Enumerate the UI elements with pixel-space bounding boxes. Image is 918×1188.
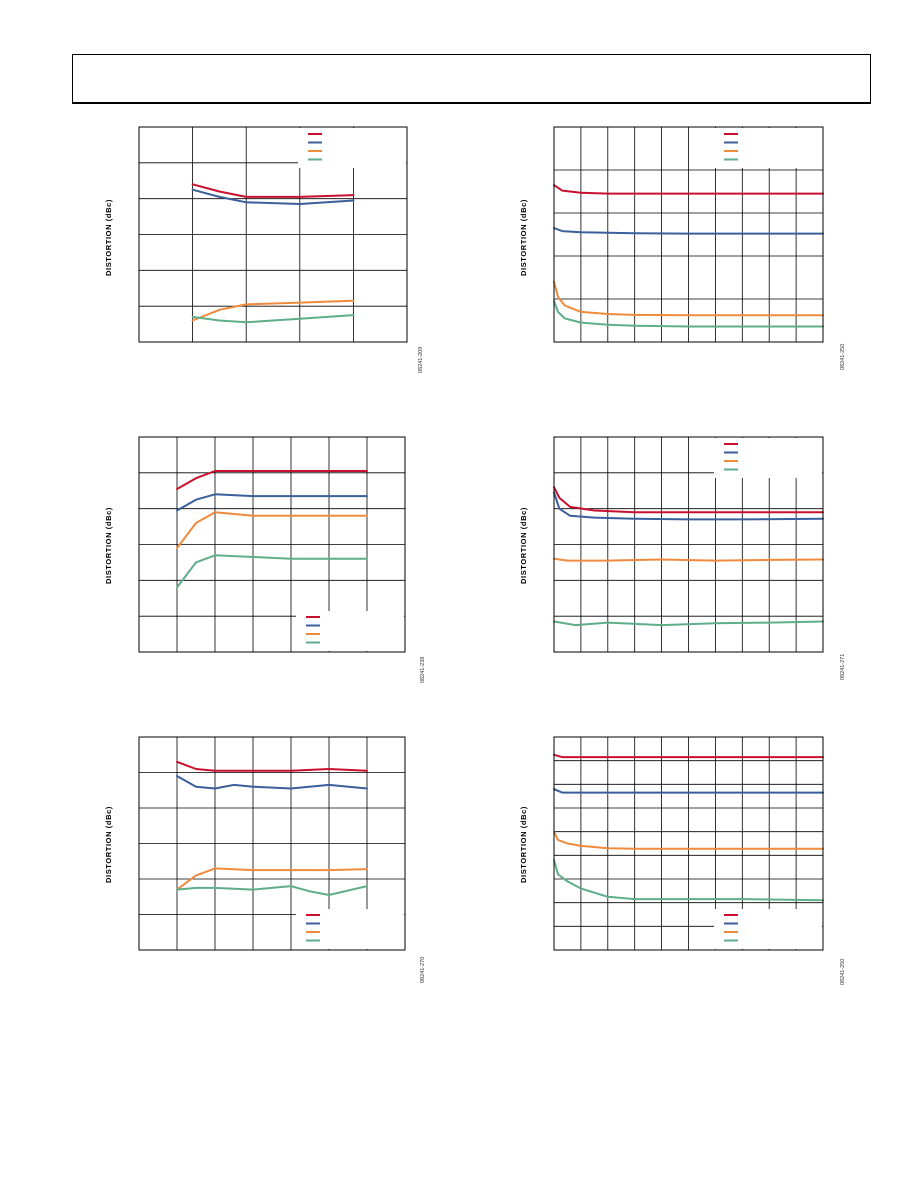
y-axis-label: DISTORTION (dBc) (104, 806, 113, 883)
y-axis-label: DISTORTION (dBc) (104, 199, 113, 276)
chart-plot (138, 436, 406, 653)
series-line (176, 470, 368, 490)
series-line (553, 788, 824, 794)
series-line (191, 183, 355, 198)
series-line (191, 188, 355, 205)
chart-panel (553, 436, 824, 653)
series-line (176, 775, 368, 790)
series-line (176, 493, 368, 512)
chart-panel (553, 126, 824, 343)
figure-number: 08241-270 (420, 956, 426, 983)
plot-frame (138, 126, 408, 343)
series-line (553, 227, 824, 235)
series-line (553, 830, 824, 850)
y-axis-label: DISTORTION (dBc) (519, 507, 528, 584)
plot-frame (138, 736, 406, 951)
y-axis-label: DISTORTION (dBc) (104, 507, 113, 584)
series-line (176, 511, 368, 550)
chart-plot (553, 436, 824, 653)
series-line (553, 491, 824, 521)
chart-panel (138, 436, 406, 653)
chart-plot (138, 736, 406, 951)
series-line (176, 760, 368, 772)
series-line (553, 753, 824, 759)
plot-frame (553, 736, 824, 951)
series-line (553, 620, 824, 627)
series-line (553, 280, 824, 317)
y-axis-label: DISTORTION (dBc) (519, 199, 528, 276)
y-axis-label: DISTORTION (dBc) (519, 806, 528, 883)
figure-number: 08241-271 (840, 653, 846, 680)
plot-frame (553, 126, 824, 343)
chart-panel (553, 736, 824, 951)
series-line (176, 554, 368, 589)
chart-plot (138, 126, 408, 343)
chart-plot (553, 126, 824, 343)
figure-number: 08241-250 (840, 958, 846, 985)
figure-number: 08241-209 (418, 346, 424, 373)
chart-panel (138, 126, 408, 343)
series-line (553, 300, 824, 328)
series-line (191, 314, 355, 324)
series-line (553, 184, 824, 195)
chart-plot (553, 736, 824, 951)
series-line (553, 557, 824, 562)
figure-number: 08241-238 (420, 656, 426, 683)
series-line (553, 486, 824, 514)
figure-number: 08241-250 (840, 343, 846, 370)
plot-frame (138, 436, 406, 653)
page-header-frame (72, 54, 871, 104)
series-line (191, 299, 355, 322)
series-line (176, 867, 368, 891)
series-line (176, 885, 368, 896)
series-line (553, 859, 824, 902)
plot-frame (553, 436, 824, 653)
chart-panel (138, 736, 406, 951)
